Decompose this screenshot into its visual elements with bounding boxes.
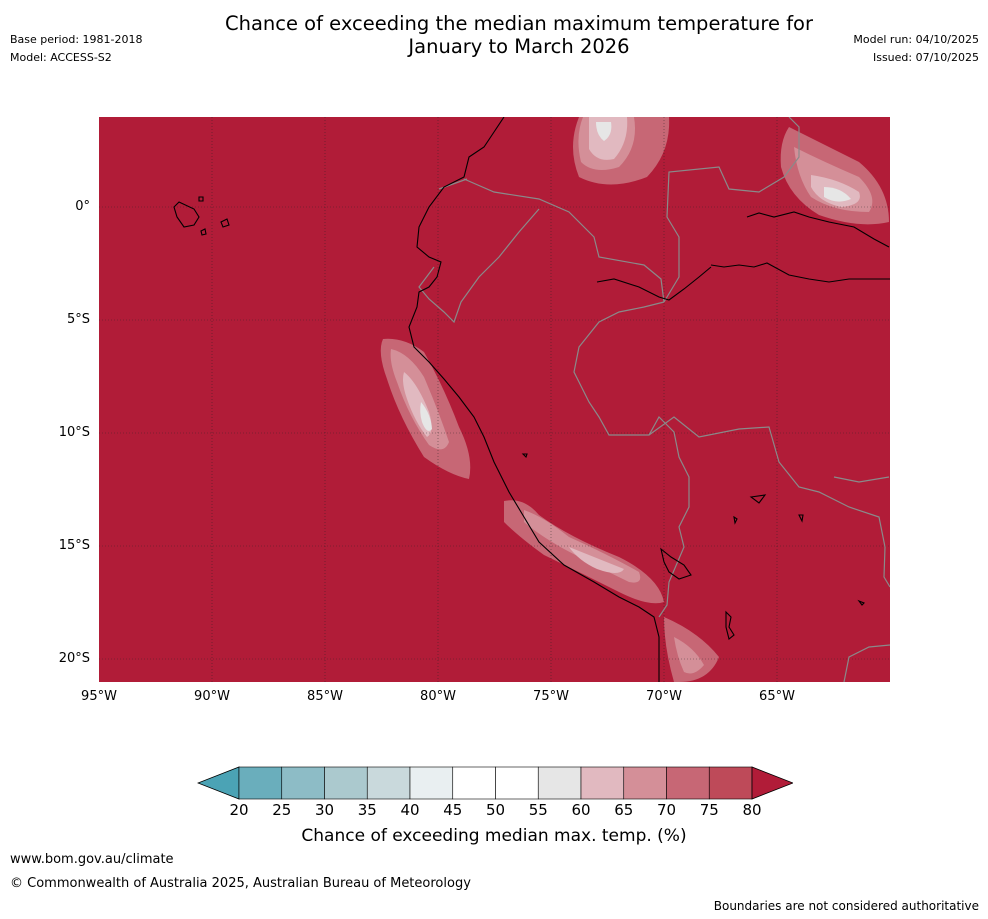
meta-right: Model run: 04/10/2025 Issued: 07/10/2025 — [853, 31, 979, 67]
colorbar-tick-label: 65 — [614, 801, 634, 819]
map-title: Chance of exceeding the median maximum t… — [150, 12, 888, 58]
copyright-notice: © Commonwealth of Australia 2025, Austra… — [10, 876, 471, 891]
colorbar-arrow-high — [751, 766, 795, 800]
meta-left: Base period: 1981-2018 Model: ACCESS-S2 — [10, 31, 142, 67]
colorbar-tick-label: 75 — [699, 801, 719, 819]
colorbar-tick-label: 20 — [229, 801, 249, 819]
issued-date: Issued: 07/10/2025 — [872, 51, 979, 64]
website-link[interactable]: www.bom.gov.au/climate — [10, 852, 174, 867]
anomaly-north-east — [780, 127, 889, 225]
colorbar-arrow-low — [196, 766, 240, 800]
colorbar-segment — [495, 766, 539, 800]
base-period: Base period: 1981-2018 — [10, 33, 143, 46]
lat-label-0: 0° — [75, 199, 90, 214]
lat-label-20s: 20°S — [58, 651, 90, 666]
anomaly-peru-coast — [380, 338, 471, 479]
colorbar-tick-label: 45 — [443, 801, 463, 819]
title-line-1: Chance of exceeding the median maximum t… — [224, 12, 814, 35]
colorbar-segment — [666, 766, 710, 800]
title-line-2: January to March 2026 — [408, 35, 630, 58]
anomaly-north-peru — [573, 117, 670, 185]
lon-label-80w: 80°W — [420, 689, 456, 704]
lat-label-5s: 5°S — [66, 312, 90, 327]
colorbar-label: Chance of exceeding median max. temp. (%… — [301, 826, 687, 846]
lon-label-75w: 75°W — [533, 689, 569, 704]
colorbar-tick-label: 50 — [485, 801, 506, 819]
graticule — [99, 117, 890, 682]
colorbar-tick-label: 70 — [656, 801, 677, 819]
colorbar-segment — [580, 766, 625, 800]
country-boundaries — [418, 117, 890, 682]
boundary-disclaimer: Boundaries are not considered authoritat… — [713, 899, 979, 913]
colorbar — [196, 766, 795, 800]
coastlines — [173, 117, 890, 682]
colorbar-segment — [366, 766, 411, 800]
colorbar-segment — [238, 766, 283, 800]
model-run: Model run: 04/10/2025 — [853, 33, 979, 46]
colorbar-segment — [537, 766, 582, 800]
lon-label-85w: 85°W — [307, 689, 343, 704]
colorbar-tick-label: 60 — [571, 801, 591, 819]
colorbar-tick-label: 80 — [742, 801, 762, 819]
colorbar-tick-label: 35 — [357, 801, 377, 819]
colorbar-segment — [324, 766, 368, 800]
forecast-map — [99, 117, 890, 682]
colorbar-segment — [409, 766, 454, 800]
lon-label-95w: 95°W — [81, 689, 117, 704]
colorbar-segment — [452, 766, 496, 800]
lon-label-70w: 70°W — [646, 689, 682, 704]
lon-label-90w: 90°W — [194, 689, 230, 704]
lat-label-15s: 15°S — [58, 538, 90, 553]
colorbar-tick-label: 40 — [400, 801, 420, 819]
model-name: Model: ACCESS-S2 — [10, 51, 112, 64]
lon-label-65w: 65°W — [759, 689, 795, 704]
colorbar-segment — [281, 766, 325, 800]
lat-label-10s: 10°S — [58, 425, 90, 440]
colorbar-tick-label: 55 — [528, 801, 548, 819]
colorbar-tick-label: 25 — [272, 801, 292, 819]
map-background — [99, 117, 890, 682]
colorbar-segment — [708, 766, 753, 800]
colorbar-tick-label: 30 — [314, 801, 335, 819]
colorbar-segment — [623, 766, 667, 800]
